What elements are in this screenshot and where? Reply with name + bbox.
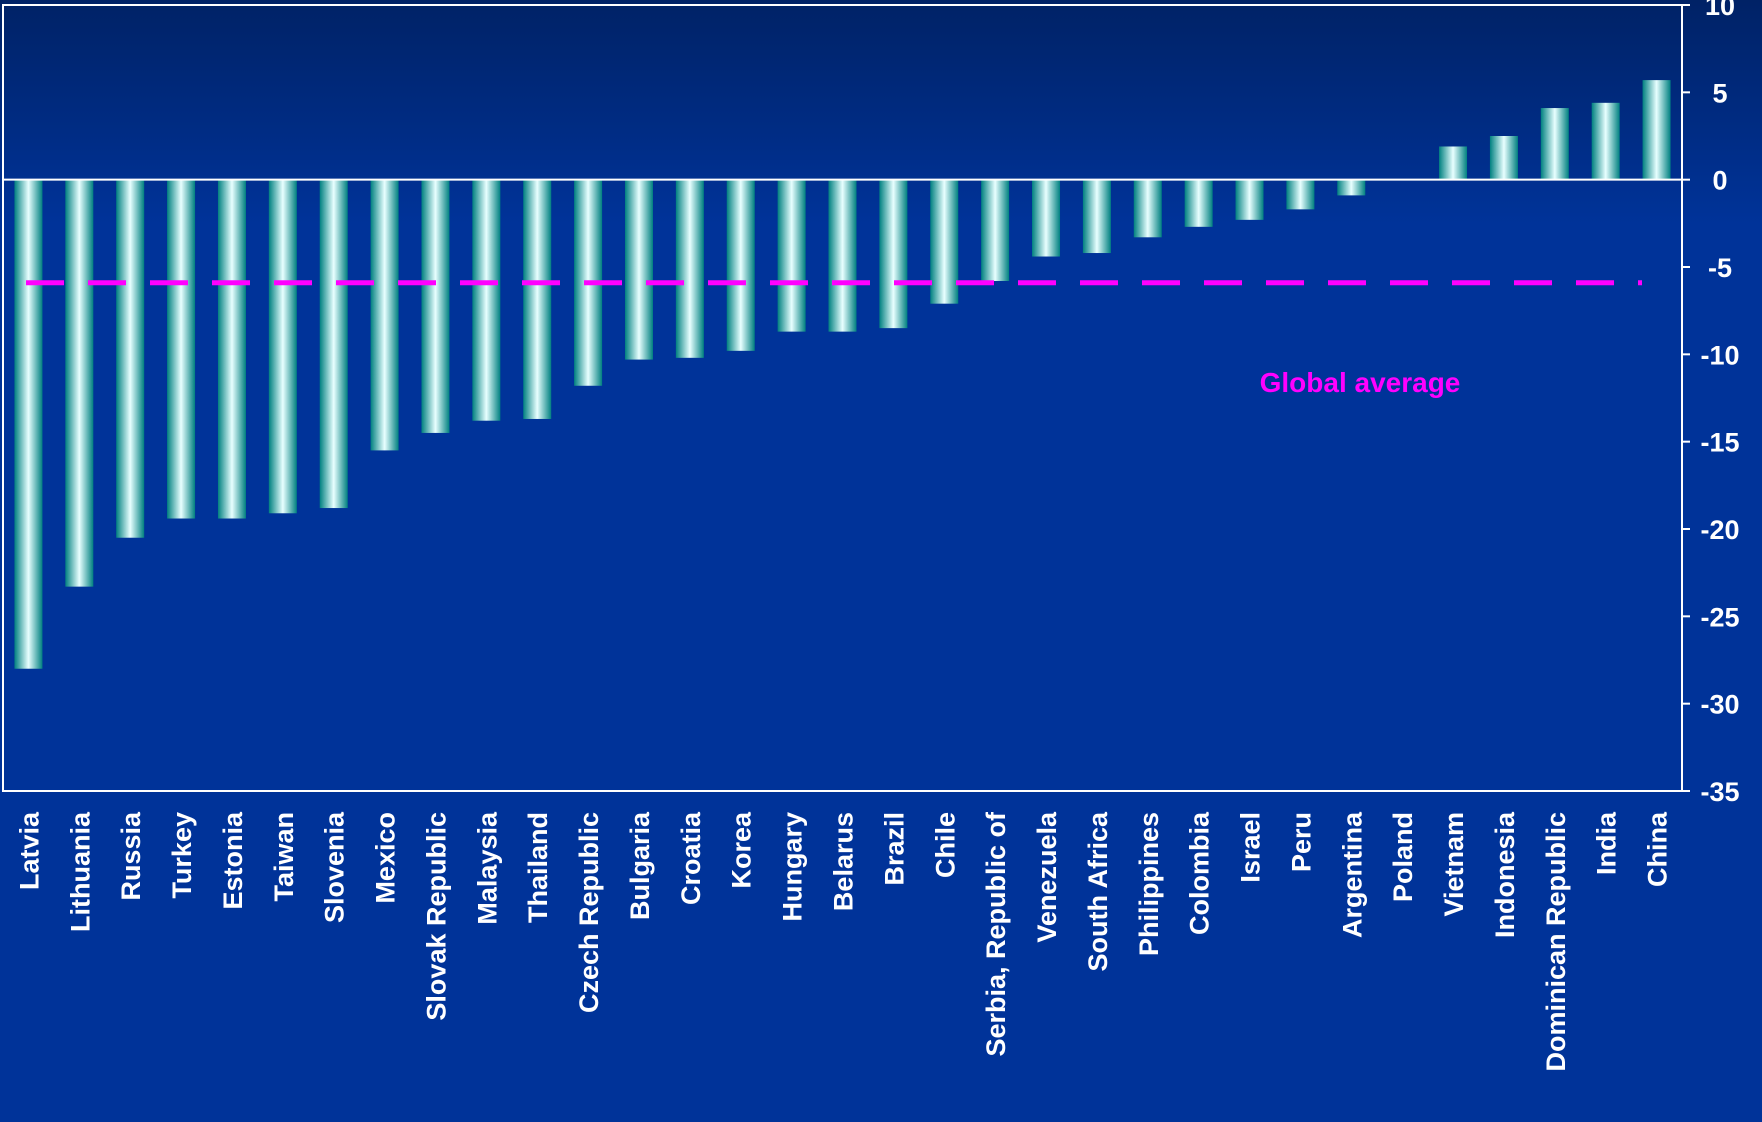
bar-bulgaria bbox=[624, 179, 653, 360]
category-label: Taiwan bbox=[269, 812, 299, 902]
y-tick-label: 0 bbox=[1712, 166, 1727, 196]
bar-argentina bbox=[1337, 179, 1366, 196]
category-label: Lithuania bbox=[65, 811, 95, 932]
category-label: Czech Republic bbox=[574, 812, 604, 1013]
category-label: Chile bbox=[930, 812, 960, 878]
category-label: Croatia bbox=[676, 811, 706, 905]
category-label: Slovenia bbox=[320, 811, 350, 923]
y-tick-label: 10 bbox=[1705, 0, 1735, 21]
category-label: South Africa bbox=[1083, 811, 1113, 971]
bar-peru bbox=[1286, 179, 1315, 210]
bar-israel bbox=[1235, 179, 1264, 220]
category-label: Israel bbox=[1236, 812, 1266, 883]
bar-turkey bbox=[167, 179, 196, 519]
bar-philippines bbox=[1133, 179, 1162, 238]
bar-indonesia bbox=[1489, 136, 1518, 180]
bar-belarus bbox=[828, 179, 857, 332]
category-label: Poland bbox=[1388, 812, 1418, 902]
bar-thailand bbox=[523, 179, 552, 419]
category-label: Colombia bbox=[1185, 811, 1215, 935]
bar-chile bbox=[930, 179, 959, 304]
bar-hungary bbox=[777, 179, 806, 332]
bar-dominican-republic bbox=[1540, 108, 1569, 180]
category-label: Belarus bbox=[829, 812, 859, 911]
category-label: Indonesia bbox=[1490, 811, 1520, 938]
category-label: Peru bbox=[1286, 812, 1316, 872]
category-label: Russia bbox=[116, 811, 146, 901]
category-label: Mexico bbox=[371, 812, 401, 904]
category-label: Latvia bbox=[14, 811, 44, 890]
category-label: Thailand bbox=[523, 812, 553, 923]
bar-lithuania bbox=[65, 179, 94, 587]
bar-south-africa bbox=[1082, 179, 1111, 254]
y-tick-label: 5 bbox=[1712, 78, 1727, 108]
bar-croatia bbox=[675, 179, 704, 358]
category-label: Venezuela bbox=[1032, 811, 1062, 943]
y-tick-label: -5 bbox=[1708, 253, 1732, 283]
bar-china bbox=[1642, 80, 1671, 180]
bar-mexico bbox=[370, 179, 399, 451]
category-label: Turkey bbox=[167, 812, 197, 899]
bar-vietnam bbox=[1439, 146, 1468, 180]
category-label: Serbia, Republic of bbox=[981, 811, 1011, 1057]
y-tick-label: -15 bbox=[1700, 428, 1739, 458]
category-label: China bbox=[1643, 811, 1673, 887]
category-label: Korea bbox=[727, 811, 757, 889]
plot-frame bbox=[2, 4, 1683, 792]
category-label: Hungary bbox=[778, 812, 808, 922]
bar-russia bbox=[116, 179, 145, 538]
average-line-label: Global average bbox=[1260, 367, 1461, 398]
category-label: Estonia bbox=[218, 811, 248, 910]
category-label: Dominican Republic bbox=[1541, 812, 1571, 1072]
category-label: Philippines bbox=[1134, 812, 1164, 956]
bar-estonia bbox=[217, 179, 246, 519]
bar-venezuela bbox=[1032, 179, 1061, 257]
y-tick-label: -30 bbox=[1700, 690, 1739, 720]
bar-taiwan bbox=[268, 179, 297, 514]
bar-malaysia bbox=[472, 179, 501, 421]
bar-korea bbox=[726, 179, 755, 351]
y-tick-label: -10 bbox=[1700, 340, 1739, 370]
category-label: Argentina bbox=[1337, 811, 1367, 938]
category-label: Brazil bbox=[879, 812, 909, 886]
category-label: Vietnam bbox=[1439, 812, 1469, 917]
y-tick-label: -35 bbox=[1700, 777, 1739, 807]
bar-brazil bbox=[879, 179, 908, 329]
bar-slovak-republic bbox=[421, 179, 450, 433]
category-label: Malaysia bbox=[472, 811, 502, 925]
category-label: India bbox=[1592, 811, 1622, 875]
bar-latvia bbox=[14, 179, 43, 669]
bar-serbia-republic-of bbox=[981, 179, 1010, 281]
bar-colombia bbox=[1184, 179, 1213, 227]
category-label: Bulgaria bbox=[625, 811, 655, 920]
y-tick-label: -20 bbox=[1700, 515, 1739, 545]
y-tick-label: -25 bbox=[1700, 602, 1739, 632]
bar-slovenia bbox=[319, 179, 348, 509]
bar-india bbox=[1591, 102, 1620, 180]
category-label: Slovak Republic bbox=[421, 812, 451, 1021]
